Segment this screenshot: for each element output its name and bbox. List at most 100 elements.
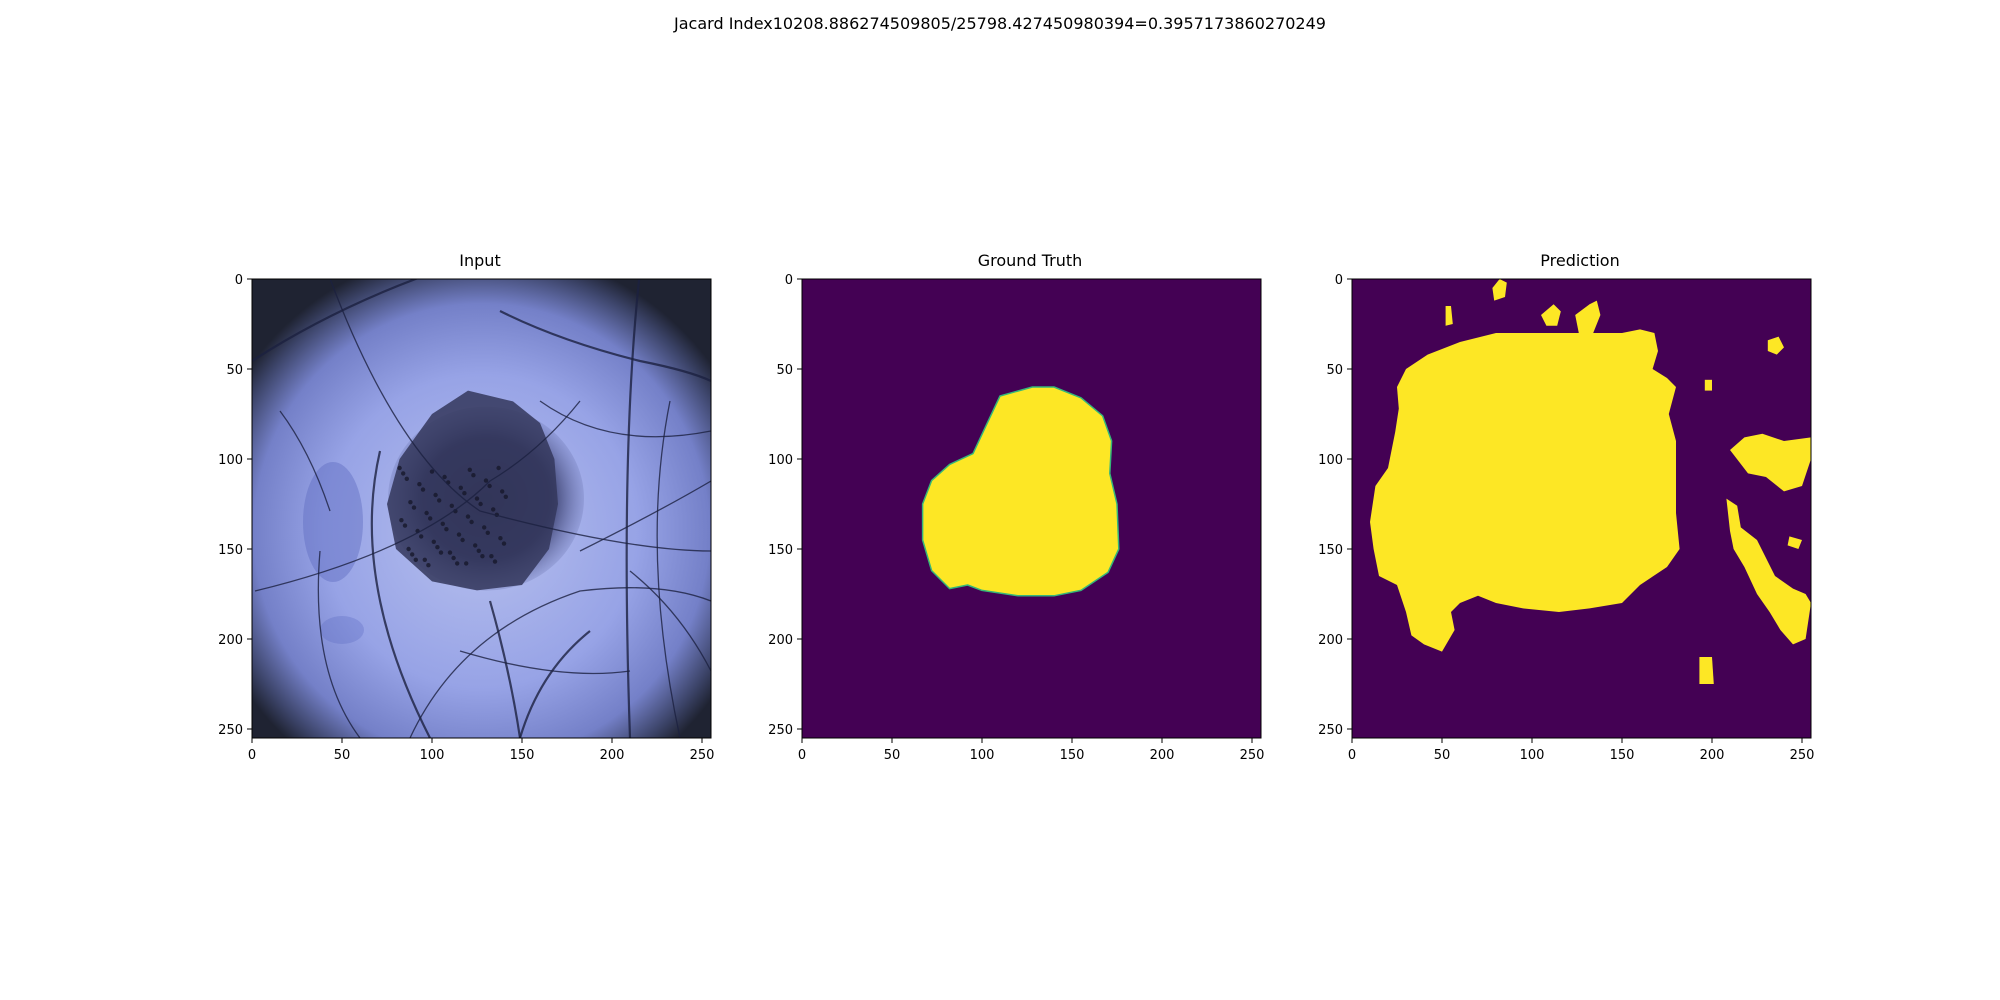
panel-prediction: Prediction 0 50 100 150 200 250 0 50 100 150 200 25… — [1260, 251, 1900, 771]
x-tick-label-0-0: 0 — [248, 748, 256, 763]
x-tick-label-1-1: 50 — [884, 748, 901, 763]
x-tick-label-1-2: 100 — [970, 748, 995, 763]
lesion-dot — [399, 518, 404, 523]
lesion-dot — [433, 492, 438, 498]
y-tick-label-1-5: 250 — [768, 723, 793, 738]
y-tick-label-1-0: 0 — [785, 273, 793, 288]
x-tick-label-2-3: 150 — [1610, 748, 1635, 763]
hair-10 — [317, 550, 361, 738]
lesion-dot — [480, 554, 485, 559]
lesion-dot — [417, 482, 422, 487]
lesion-dot — [426, 563, 431, 568]
lesion-dot — [451, 555, 456, 561]
mask-region-1 — [1575, 300, 1601, 333]
y-tick-label-1-1: 50 — [776, 363, 793, 378]
lesion-dot — [489, 554, 494, 559]
lesion-dot — [410, 552, 415, 557]
x-tick-label-1-3: 150 — [1060, 748, 1085, 763]
lesion-dot — [419, 534, 424, 539]
lesion-dot — [447, 550, 453, 555]
hair-4 — [579, 480, 711, 552]
mask-region-7 — [1767, 336, 1784, 355]
x-tick-label-0-2: 100 — [420, 748, 445, 763]
x-tick-label-2-0: 0 — [1348, 748, 1356, 763]
y-tick-label-2-4: 200 — [1318, 633, 1343, 648]
y-tick-label-0-5: 250 — [218, 723, 243, 738]
lesion-dot — [460, 537, 465, 543]
lesion-dot — [455, 561, 460, 566]
lesion-dot — [478, 501, 483, 507]
lesion-dot — [444, 527, 449, 532]
y-tick-label-2-0: 0 — [1335, 273, 1343, 288]
axes-frame-1 — [801, 278, 1262, 739]
hair-5 — [629, 570, 711, 672]
lesion-dot — [462, 491, 467, 496]
lesion-dot — [408, 500, 413, 505]
lesion-dot — [469, 519, 474, 525]
mask-region-6 — [1699, 657, 1714, 684]
lesion-dot — [498, 536, 503, 541]
x-tick-label-2-5: 250 — [1790, 748, 1815, 763]
hair-8 — [409, 587, 711, 738]
hair-0 — [252, 279, 419, 362]
lesion-dot — [420, 487, 426, 492]
lesion-dot — [406, 546, 411, 552]
skin-patch-left — [303, 462, 363, 582]
y-tick-label-2-1: 50 — [1326, 363, 1343, 378]
lesion-dot — [437, 498, 442, 503]
lesion-dot — [473, 543, 478, 548]
y-tick-label-0-0: 0 — [235, 273, 243, 288]
hair-7 — [656, 400, 681, 738]
lesion-dot — [428, 516, 433, 521]
y-tick-label-2-5: 250 — [1318, 723, 1343, 738]
hair-3 — [499, 310, 711, 382]
mask-region-8 — [1704, 379, 1712, 391]
panel-title-prediction: Prediction — [1540, 251, 1620, 270]
lesion-dot — [476, 548, 481, 553]
skin-patch-low — [320, 616, 364, 644]
lesion-dot — [397, 465, 402, 471]
x-tick-label-1-0: 0 — [798, 748, 806, 763]
y-tick-label-1-2: 100 — [768, 453, 793, 468]
chart-prediction: 0 50 100 150 200 250 0 50 100 150 200 250 — [1318, 273, 1815, 763]
lesion-dot — [413, 557, 418, 562]
lesion-dot — [501, 541, 507, 546]
lesion-dot — [440, 521, 445, 526]
lesion-body — [387, 390, 558, 591]
lesion-dot — [492, 559, 498, 564]
lesion-dot — [422, 557, 427, 562]
hair-1 — [254, 400, 581, 592]
input-image — [252, 279, 711, 738]
lesion-dot — [442, 474, 447, 480]
lesion-dot — [491, 507, 496, 512]
lesion-dot — [482, 525, 487, 530]
chart-input: 0 50 100 150 200 250 0 50 100 150 200 250 — [218, 273, 714, 763]
axes-frame-2 — [1351, 278, 1812, 739]
mask-region-3 — [1492, 279, 1507, 301]
lesion-dot — [465, 514, 471, 519]
mask-region-0 — [1370, 329, 1680, 652]
hair-12 — [518, 630, 591, 738]
lesion-dot — [483, 478, 489, 483]
mask-region-5 — [1726, 498, 1811, 645]
x-tick-label-2-2: 100 — [1520, 748, 1545, 763]
x-tick-label-2-1: 50 — [1434, 748, 1451, 763]
mask-region-0 — [921, 386, 1120, 597]
figure-suptitle: Jacard Index10208.886274509805/25798.427… — [674, 14, 1326, 33]
panel-ground-truth: Ground Truth 0 50 100 150 200 250 0 50 100 150 200… — [710, 251, 1350, 771]
lesion-dot — [467, 467, 472, 472]
x-tick-label-2-4: 200 — [1700, 748, 1725, 763]
lesion-dot — [471, 473, 476, 478]
lesion-dot — [435, 545, 440, 550]
y-tick-label-1-4: 200 — [768, 633, 793, 648]
lesion-dot — [503, 494, 508, 499]
mask-image-2 — [1352, 279, 1811, 738]
mask-region-10 — [1787, 536, 1802, 549]
y-tick-label-0-1: 50 — [226, 363, 243, 378]
x-tick-label-0-3: 150 — [510, 748, 535, 763]
x-tick-label-1-5: 250 — [1240, 748, 1265, 763]
y-tick-label-2-3: 150 — [1318, 543, 1343, 558]
hair-13 — [279, 410, 331, 512]
y-tick-label-0-2: 100 — [218, 453, 243, 468]
hair-15 — [488, 600, 522, 738]
